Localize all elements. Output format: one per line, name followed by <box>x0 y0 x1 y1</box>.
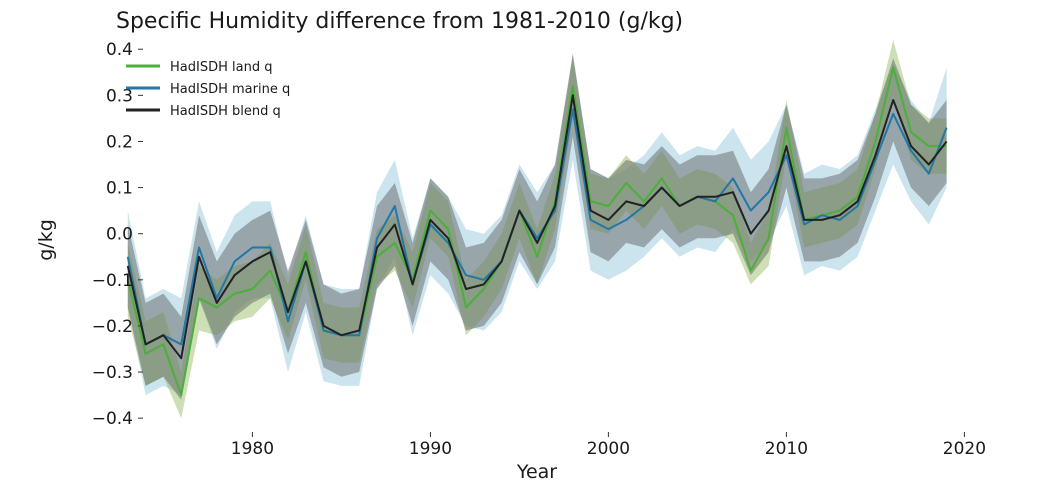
chart-title: Specific Humidity difference from 1981-2… <box>116 9 683 34</box>
band-hadisdh-land-q <box>127 40 947 419</box>
series-line-hadisdh-marine-q <box>126 108 948 346</box>
y-tick-label: 0.4 <box>106 40 133 60</box>
x-axis: 1980 1990 2000 2010 2020 <box>231 432 986 459</box>
x-tick-label: 2000 <box>587 439 630 459</box>
x-tick-label: 1980 <box>231 439 274 459</box>
legend: HadISDH land q HadISDH marine q HadISDH bl… <box>126 60 290 119</box>
series-lines <box>126 66 948 397</box>
x-tick-label: 2020 <box>943 439 986 459</box>
y-tick-label: −0.3 <box>92 363 133 383</box>
band-hadisdh-blend-q <box>127 53 947 400</box>
legend-label-hadisdh-blend-q: HadISDH blend q <box>170 104 281 119</box>
y-tick-label: −0.4 <box>92 409 133 429</box>
legend-label-hadisdh-marine-q: HadISDH marine q <box>170 82 290 97</box>
legend-label-hadisdh-land-q: HadISDH land q <box>170 60 272 75</box>
y-tick-label: −0.1 <box>92 271 133 291</box>
y-tick-label: −0.2 <box>92 317 133 337</box>
y-axis-label: g/kg <box>35 219 57 261</box>
x-tick-label: 2010 <box>765 439 808 459</box>
y-axis: 0.4 0.3 0.2 0.1 0.0 −0.1 −0.2 −0.3 −0.4 <box>92 40 143 429</box>
x-axis-label: Year <box>516 461 557 483</box>
y-tick-label: 0.2 <box>106 132 133 152</box>
y-tick-label: 0.1 <box>106 179 133 199</box>
series-line-hadisdh-blend-q <box>126 94 948 360</box>
uncertainty-bands <box>127 40 947 419</box>
y-tick-label: 0.0 <box>106 225 133 245</box>
series-line-hadisdh-land-q <box>126 66 947 397</box>
x-tick-label: 1990 <box>409 439 452 459</box>
y-tick-label: 0.3 <box>106 86 133 106</box>
